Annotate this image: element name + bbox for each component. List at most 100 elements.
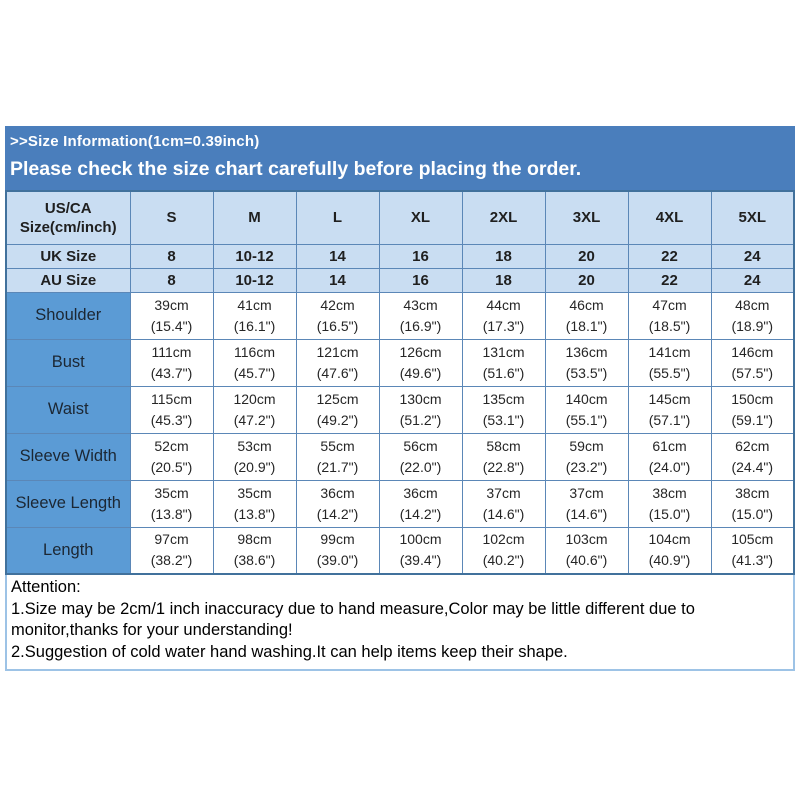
size-value-cell: 24 xyxy=(710,267,795,293)
measurement-cell: 121cm (47.6") xyxy=(295,338,380,387)
measurement-cm: 125cm xyxy=(316,390,359,407)
measurement-cell: 104cm (40.9") xyxy=(627,526,712,575)
size-value-cell: 16 xyxy=(378,243,463,269)
uk-size-row: UK Size 8 10-12 14 16 18 20 22 24 xyxy=(5,243,795,269)
measurement-inch: (16.5") xyxy=(316,317,359,334)
measurement-cell: 39cm (15.4") xyxy=(129,291,214,340)
size-col-header: 3XL xyxy=(544,190,629,245)
measurement-cm: 131cm xyxy=(482,343,525,360)
measurement-cell: 44cm (17.3") xyxy=(461,291,546,340)
measurement-cell: 38cm (15.0") xyxy=(710,479,795,528)
measurement-cell: 36cm (14.2") xyxy=(295,479,380,528)
measurement-inch: (14.6") xyxy=(482,505,525,522)
measurement-inch: (14.6") xyxy=(565,505,608,522)
measurement-cell: 58cm (22.8") xyxy=(461,432,546,481)
measurement-cell: 135cm (53.1") xyxy=(461,385,546,434)
measurement-cell: 120cm (47.2") xyxy=(212,385,297,434)
measurement-inch: (41.3") xyxy=(731,552,774,569)
measurement-cm: 145cm xyxy=(648,390,691,407)
measurement-cell: 98cm (38.6") xyxy=(212,526,297,575)
measurement-inch: (13.8") xyxy=(233,505,276,522)
measurement-cell: 35cm (13.8") xyxy=(212,479,297,528)
measurement-cell: 150cm (59.1") xyxy=(710,385,795,434)
measurement-inch: (57.1") xyxy=(648,411,691,428)
attention-note-1: 1.Size may be 2cm/1 inch inaccuracy due … xyxy=(11,599,695,640)
measurement-cell: 136cm (53.5") xyxy=(544,338,629,387)
row-label: Sleeve Width xyxy=(5,432,131,481)
measurement-cm: 105cm xyxy=(731,531,774,548)
measurement-inch: (16.1") xyxy=(233,317,276,334)
measurement-cell: 37cm (14.6") xyxy=(461,479,546,528)
measurement-cell: 55cm (21.7") xyxy=(295,432,380,481)
measurement-cm: 102cm xyxy=(482,531,525,548)
size-col-header: XL xyxy=(378,190,463,245)
measurement-cm: 62cm xyxy=(735,437,770,454)
measurement-cm: 56cm xyxy=(403,437,438,454)
measurement-inch: (59.1") xyxy=(731,411,774,428)
measurement-inch: (40.2") xyxy=(482,552,525,569)
measurement-cm: 35cm xyxy=(237,484,272,501)
measurement-inch: (18.1") xyxy=(565,317,608,334)
measurement-cell: 126cm (49.6") xyxy=(378,338,463,387)
measurement-cm: 97cm xyxy=(154,531,189,548)
measurement-cell: 43cm (16.9") xyxy=(378,291,463,340)
measurement-inch: (24.0") xyxy=(648,458,691,475)
measurement-cm: 44cm xyxy=(486,296,521,313)
measurement-cm: 126cm xyxy=(399,343,442,360)
measurement-cm: 37cm xyxy=(486,484,521,501)
measurement-inch: (14.2") xyxy=(316,505,359,522)
size-value-cell: 18 xyxy=(461,267,546,293)
attention-note-2: 2.Suggestion of cold water hand washing.… xyxy=(11,642,568,661)
size-value-cell: 20 xyxy=(544,267,629,293)
measurement-inch: (45.3") xyxy=(150,411,193,428)
measurement-inch: (49.6") xyxy=(399,364,442,381)
measurement-inch: (20.9") xyxy=(233,458,276,475)
measurement-cm: 146cm xyxy=(731,343,774,360)
measurement-cm: 39cm xyxy=(154,296,189,313)
measurement-cm: 121cm xyxy=(316,343,359,360)
size-col-header: S xyxy=(129,190,214,245)
measurement-inch: (55.5") xyxy=(648,364,691,381)
measurement-cm: 36cm xyxy=(320,484,355,501)
measurement-row: Length 97cm (38.2") 98cm (38.6") 99cm (39.0") 1… xyxy=(5,526,795,575)
size-information-banner: >>Size Information(1cm=0.39inch) Please … xyxy=(5,126,795,190)
measurement-cm: 120cm xyxy=(233,390,276,407)
size-value-cell: 22 xyxy=(627,267,712,293)
attention-title: Attention: xyxy=(11,578,81,596)
size-value-cell: 18 xyxy=(461,243,546,269)
measurement-inch: (53.1") xyxy=(482,411,525,428)
row-label: Sleeve Length xyxy=(5,479,131,528)
measurement-cell: 103cm (40.6") xyxy=(544,526,629,575)
size-value-cell: 14 xyxy=(295,243,380,269)
measurement-inch: (15.0") xyxy=(648,505,691,522)
measurement-cm: 46cm xyxy=(569,296,604,313)
measurement-inch: (16.9") xyxy=(399,317,442,334)
measurement-cell: 111cm (43.7") xyxy=(129,338,214,387)
row-label: Bust xyxy=(5,338,131,387)
measurement-cell: 131cm (51.6") xyxy=(461,338,546,387)
measurement-cm: 140cm xyxy=(565,390,608,407)
size-value-cell: 14 xyxy=(295,267,380,293)
size-check-notice: Please check the size chart carefully be… xyxy=(10,158,582,180)
measurement-cm: 52cm xyxy=(154,437,189,454)
measurement-inch: (39.0") xyxy=(316,552,359,569)
measurement-inch: (23.2") xyxy=(565,458,608,475)
measurement-cell: 42cm (16.5") xyxy=(295,291,380,340)
measurement-cell: 37cm (14.6") xyxy=(544,479,629,528)
size-value-cell: 10-12 xyxy=(212,243,297,269)
measurement-cm: 130cm xyxy=(399,390,442,407)
size-value-cell: 10-12 xyxy=(212,267,297,293)
measurement-cell: 38cm (15.0") xyxy=(627,479,712,528)
measurement-cm: 135cm xyxy=(482,390,525,407)
measurement-cm: 36cm xyxy=(403,484,438,501)
measurement-cell: 105cm (41.3") xyxy=(710,526,795,575)
measurement-cm: 141cm xyxy=(648,343,691,360)
size-col-header: M xyxy=(212,190,297,245)
measurement-cm: 136cm xyxy=(565,343,608,360)
measurement-cell: 130cm (51.2") xyxy=(378,385,463,434)
measurement-cell: 102cm (40.2") xyxy=(461,526,546,575)
measurement-cell: 116cm (45.7") xyxy=(212,338,297,387)
measurement-row: Bust 111cm (43.7") 116cm (45.7") 121cm (47.6")… xyxy=(5,338,795,387)
measurement-cm: 99cm xyxy=(320,531,355,548)
measurement-row: Waist 115cm (45.3") 120cm (47.2") 125cm (49.2"… xyxy=(5,385,795,434)
